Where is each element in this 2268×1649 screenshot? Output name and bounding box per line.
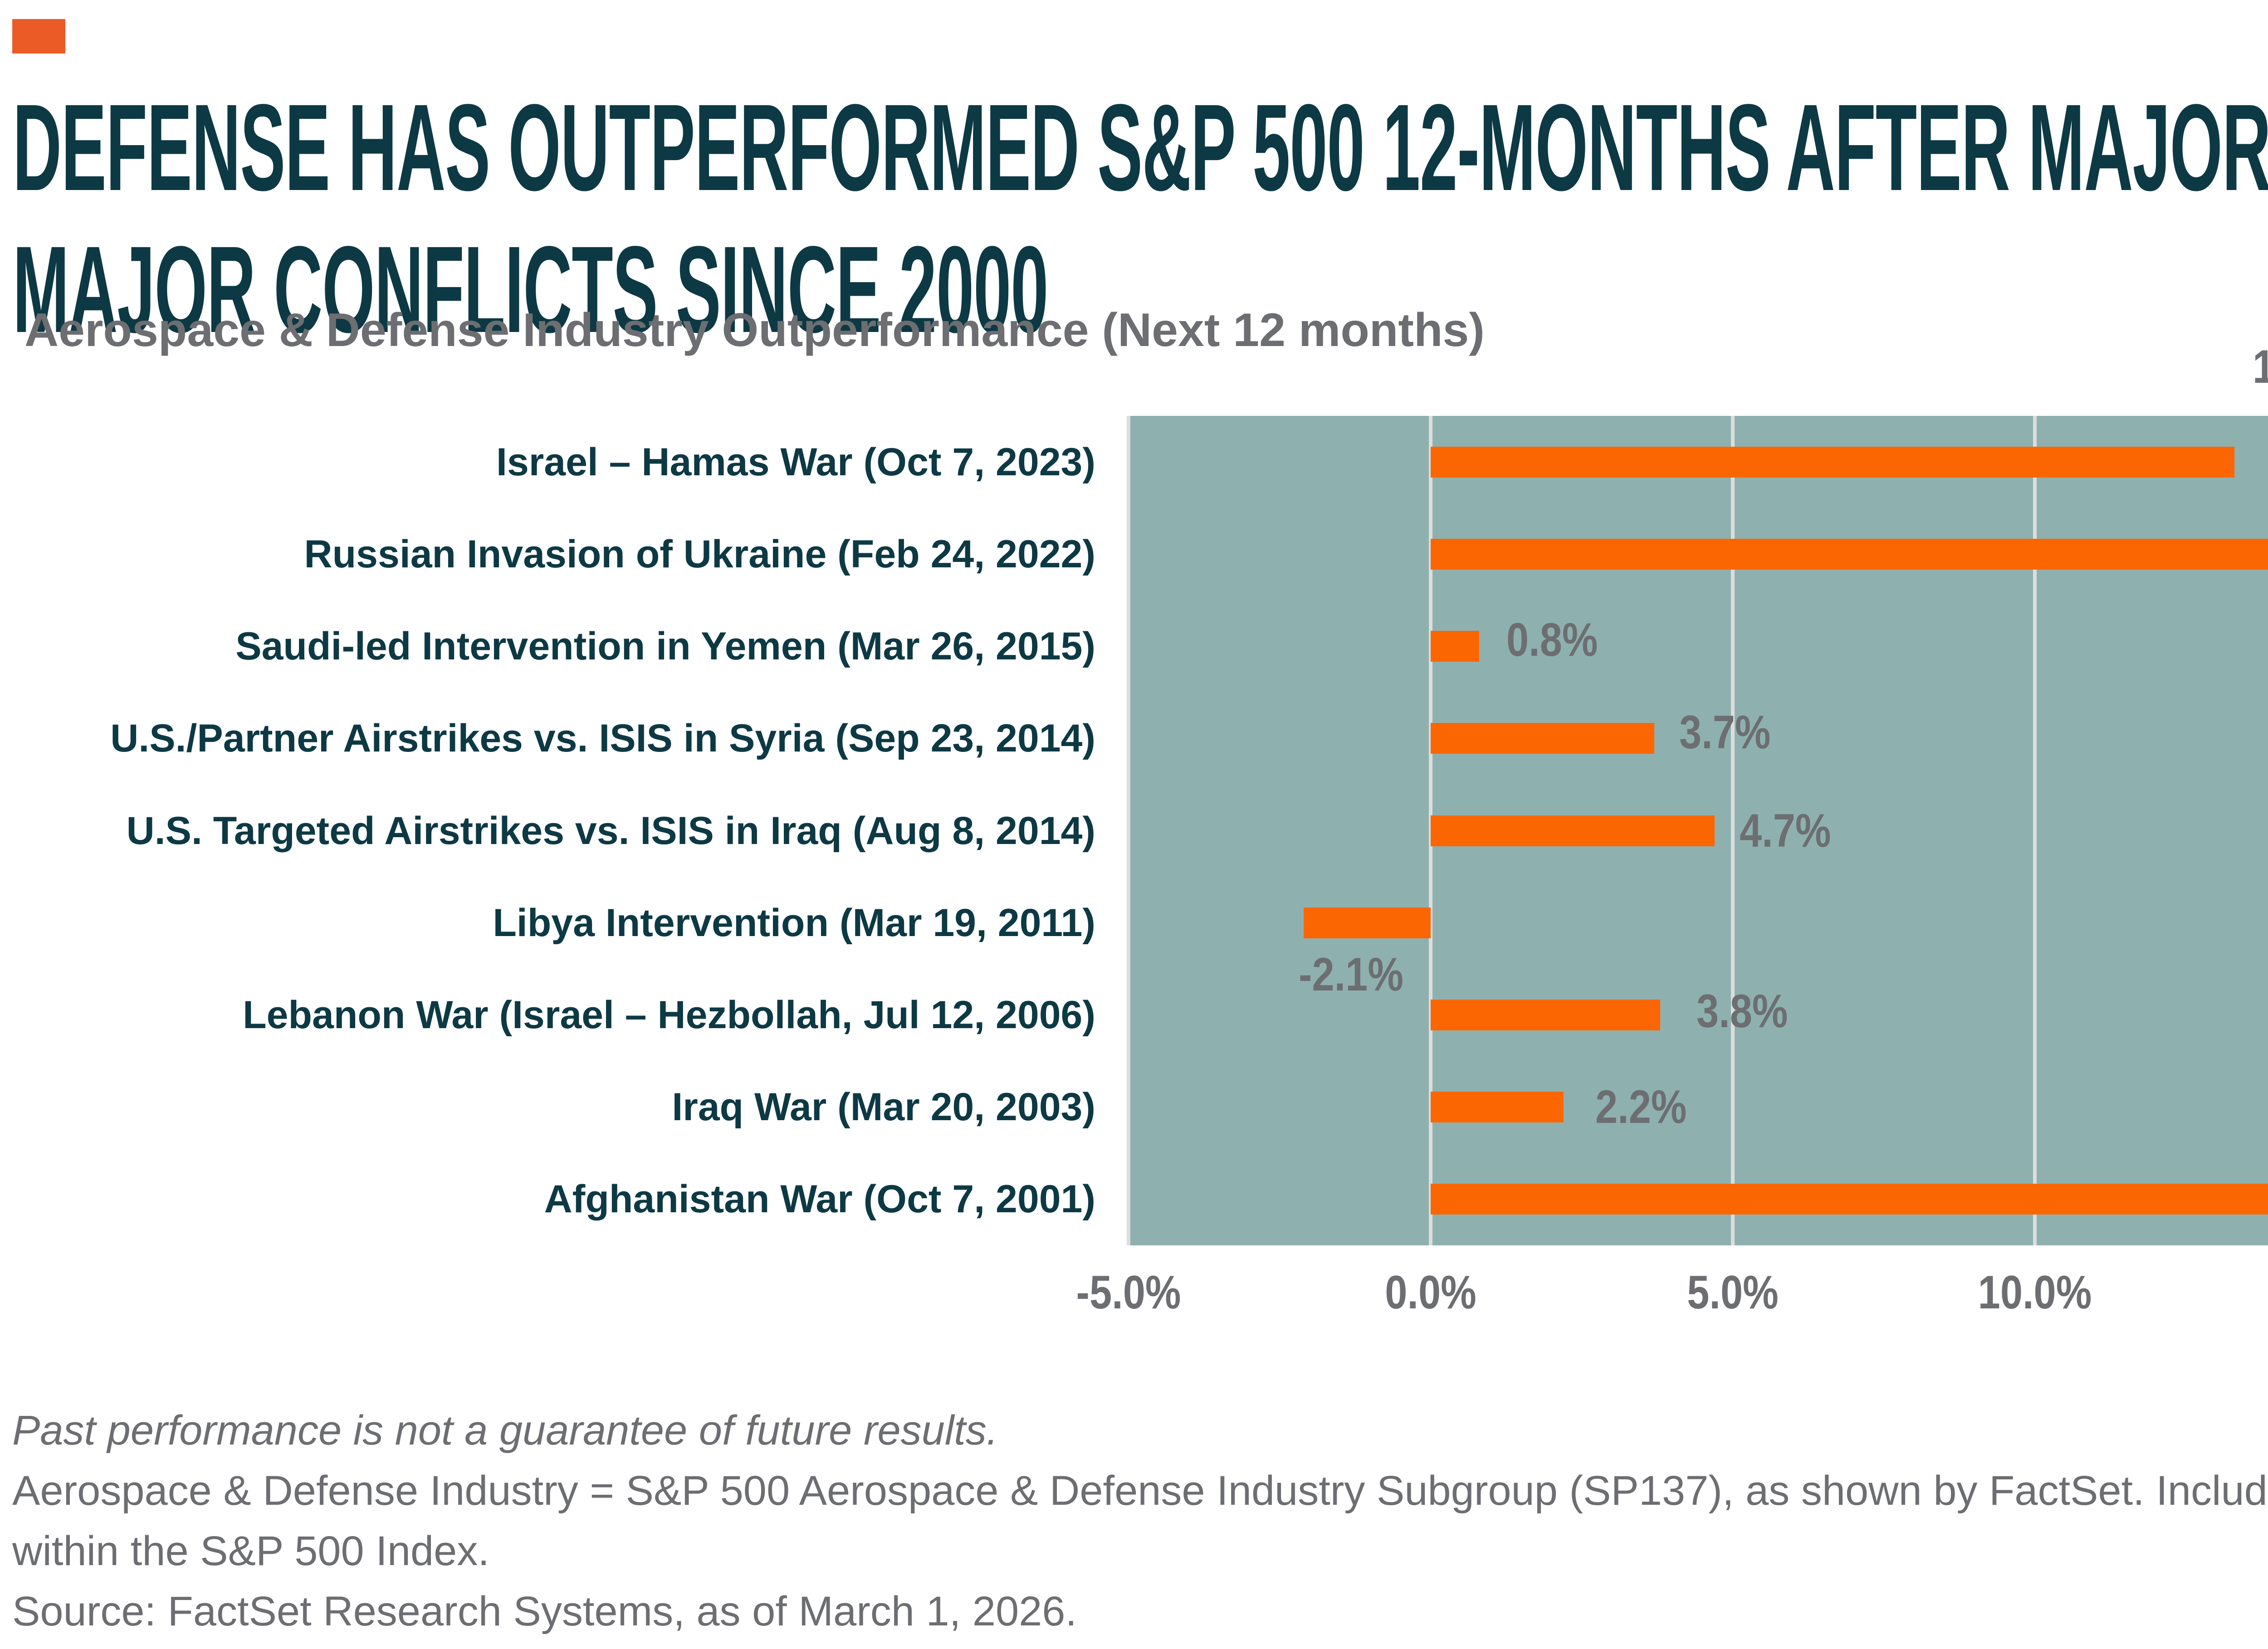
- chart-subtitle: Aerospace & Defense Industry Outperforma…: [24, 304, 1485, 356]
- category-label-2: Saudi-led Intervention in Yemen (Mar 26,…: [235, 624, 1095, 668]
- x-tick-1: 0.0%: [1385, 1266, 1476, 1319]
- category-label-4: U.S. Targeted Airstrikes vs. ISIS in Ira…: [126, 809, 1095, 853]
- value-label-6: 3.8%: [1696, 985, 1788, 1038]
- category-label-0: Israel – Hamas War (Oct 7, 2023): [496, 440, 1095, 484]
- value-label-7: 2.2%: [1595, 1081, 1687, 1134]
- bar-2: [1431, 631, 1479, 662]
- category-label-1: Russian Invasion of Ukraine (Feb 24, 202…: [304, 532, 1095, 576]
- value-label-2: 0.8%: [1506, 614, 1598, 667]
- value-label-0: 13.3%: [2253, 333, 2268, 401]
- bar-5: [1304, 907, 1431, 938]
- category-label-6: Lebanon War (Israel – Hezbollah, Jul 12,…: [243, 993, 1095, 1037]
- footnote-disclaimer: Past performance is not a guarantee of f…: [12, 1407, 998, 1454]
- category-label-8: Afghanistan War (Oct 7, 2001): [544, 1177, 1095, 1221]
- plot-area: [1127, 416, 2268, 1245]
- footnote-source: Source: FactSet Research Systems, as of …: [12, 1588, 1077, 1634]
- bar-7: [1431, 1092, 1564, 1123]
- footnote-definition-2: within the S&P 500 Index.: [12, 1528, 489, 1574]
- brand-mark: [12, 19, 65, 54]
- value-label-3: 3.7%: [1679, 706, 1771, 759]
- value-label-5: -2.1%: [1299, 948, 1403, 1001]
- category-label-7: Iraq War (Mar 20, 2003): [672, 1085, 1095, 1129]
- category-label-3: U.S./Partner Airstrikes vs. ISIS in Syri…: [110, 717, 1095, 761]
- x-tick-3: 10.0%: [1978, 1266, 2092, 1319]
- x-tick-4: 15.0%: [2260, 1259, 2268, 1327]
- gridline-10.0%: [2033, 416, 2037, 1245]
- x-tick-0: -5.0%: [1076, 1266, 1181, 1319]
- category-label-5: Libya Intervention (Mar 19, 2011): [493, 901, 1095, 945]
- footnote-definition-1: Aerospace & Defense Industry = S&P 500 A…: [12, 1468, 2268, 1514]
- bar-8: [1431, 1184, 2268, 1215]
- bar-1: [1431, 538, 2268, 570]
- gridline--5.0%: [1127, 416, 1130, 1245]
- bar-3: [1431, 723, 1654, 754]
- page-title-line-1: DEFENSE HAS OUTPERFORMED S&P 500 12-MONT…: [13, 78, 2268, 216]
- x-tick-2: 5.0%: [1687, 1266, 1779, 1319]
- bar-6: [1431, 999, 1661, 1030]
- bar-4: [1431, 815, 1715, 846]
- bar-0: [1431, 446, 2234, 478]
- value-label-4: 4.7%: [1740, 804, 1831, 857]
- page-title-line-2: MAJOR CONFLICTS SINCE 2000: [13, 220, 1048, 358]
- gridline-5.0%: [1731, 416, 1735, 1245]
